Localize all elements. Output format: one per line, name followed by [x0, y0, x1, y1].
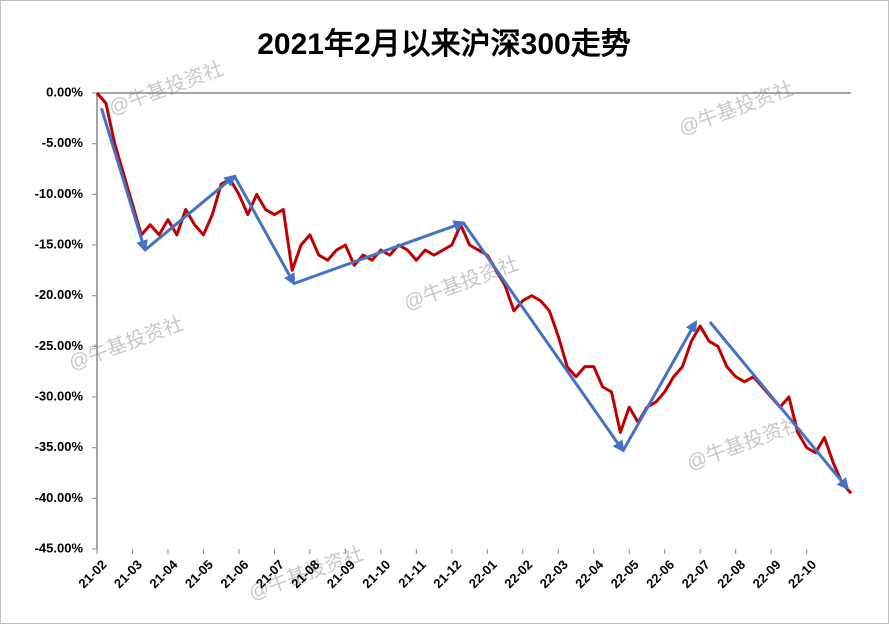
y-tick-label: -30.00%	[35, 388, 84, 403]
y-tick-label: 0.00%	[46, 84, 83, 99]
trend-arrow	[293, 220, 466, 285]
trend-arrow	[708, 321, 849, 491]
y-tick-label: -40.00%	[35, 490, 84, 505]
line-series	[95, 92, 853, 495]
trend-arrow	[100, 107, 148, 253]
trend-arrow	[143, 174, 237, 252]
trend-arrow	[621, 319, 698, 452]
y-tick-label: -15.00%	[35, 236, 84, 251]
y-tick-label: -20.00%	[35, 287, 84, 302]
chart-title: 2021年2月以来沪深300走势	[257, 28, 630, 61]
y-tick-label: -35.00%	[35, 439, 84, 454]
y-tick-label: -45.00%	[35, 540, 84, 555]
y-tick-label: -10.00%	[35, 186, 84, 201]
y-tick-label: -25.00%	[35, 338, 84, 353]
trend-arrow	[462, 221, 625, 453]
y-tick-label: -5.00%	[42, 135, 84, 150]
trend-arrow	[233, 175, 296, 286]
